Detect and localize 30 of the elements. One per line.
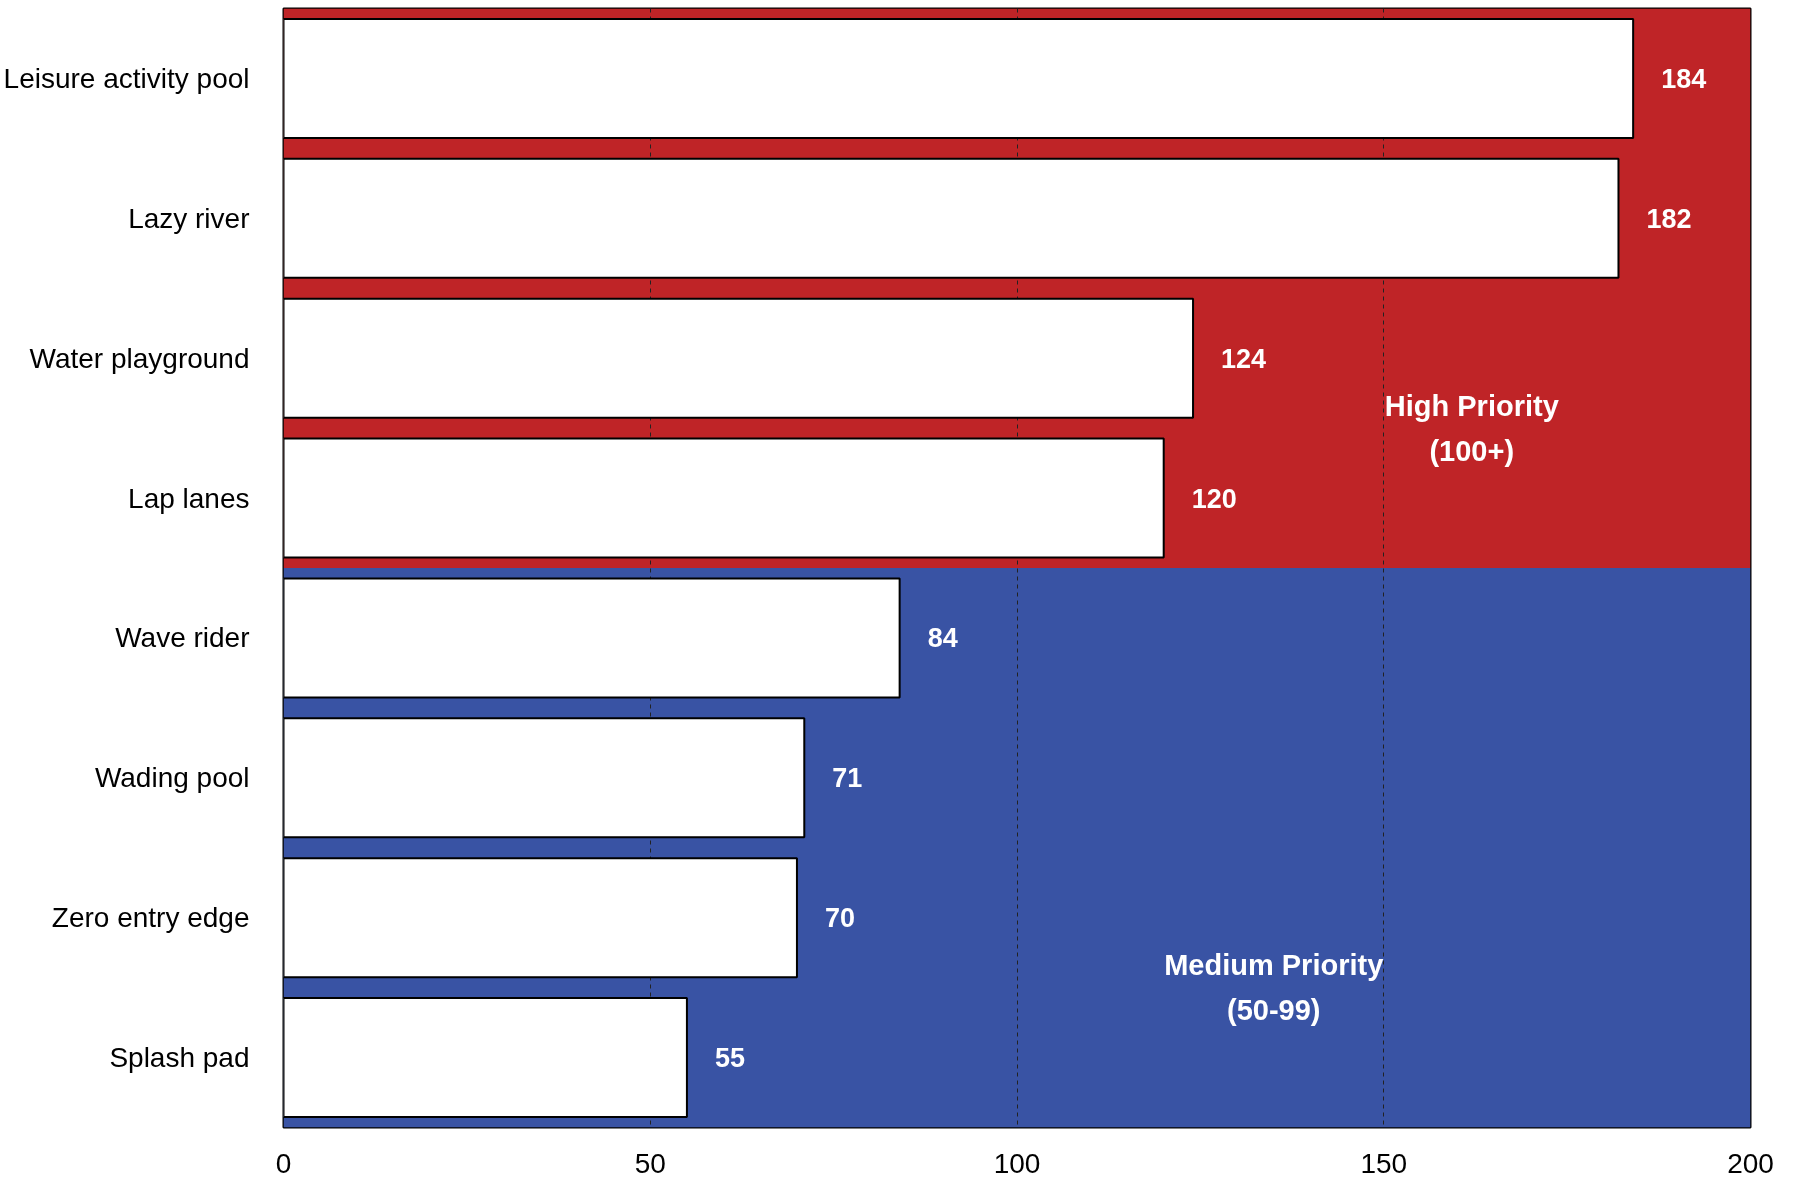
data-label: 71 — [832, 763, 863, 794]
y-tick-label: Splash pad — [109, 1042, 250, 1074]
data-label: 55 — [714, 1043, 745, 1074]
data-label: 120 — [1191, 483, 1237, 514]
data-label: 182 — [1646, 203, 1692, 234]
x-tick-label: 100 — [993, 1147, 1041, 1179]
bar — [283, 577, 901, 699]
y-tick-label: Water playground — [29, 342, 250, 374]
data-label: 70 — [824, 903, 855, 934]
bar — [283, 17, 1635, 139]
y-tick-label: Zero entry edge — [51, 902, 250, 934]
y-tick-label: Lazy river — [128, 202, 250, 234]
bar — [283, 157, 1620, 279]
y-tick-label: Wading pool — [94, 762, 250, 794]
x-tick-label: 50 — [634, 1147, 666, 1179]
band-label: Medium Priority (50-99) — [1164, 949, 1384, 1027]
y-tick-label: Leisure activity pool — [3, 62, 250, 94]
bar — [283, 857, 798, 979]
bar — [283, 297, 1195, 419]
bar — [283, 997, 688, 1119]
x-tick-label: 0 — [275, 1147, 292, 1179]
bar — [283, 717, 806, 839]
y-tick-label: Lap lanes — [128, 482, 250, 514]
y-tick-label: Wave rider — [115, 622, 250, 654]
band-label: High Priority (100+) — [1384, 389, 1559, 467]
x-tick-label: 150 — [1360, 1147, 1408, 1179]
x-tick-label: 200 — [1727, 1147, 1774, 1179]
data-label: 184 — [1661, 63, 1707, 94]
data-label: 124 — [1221, 343, 1267, 374]
data-label: 84 — [927, 623, 958, 654]
